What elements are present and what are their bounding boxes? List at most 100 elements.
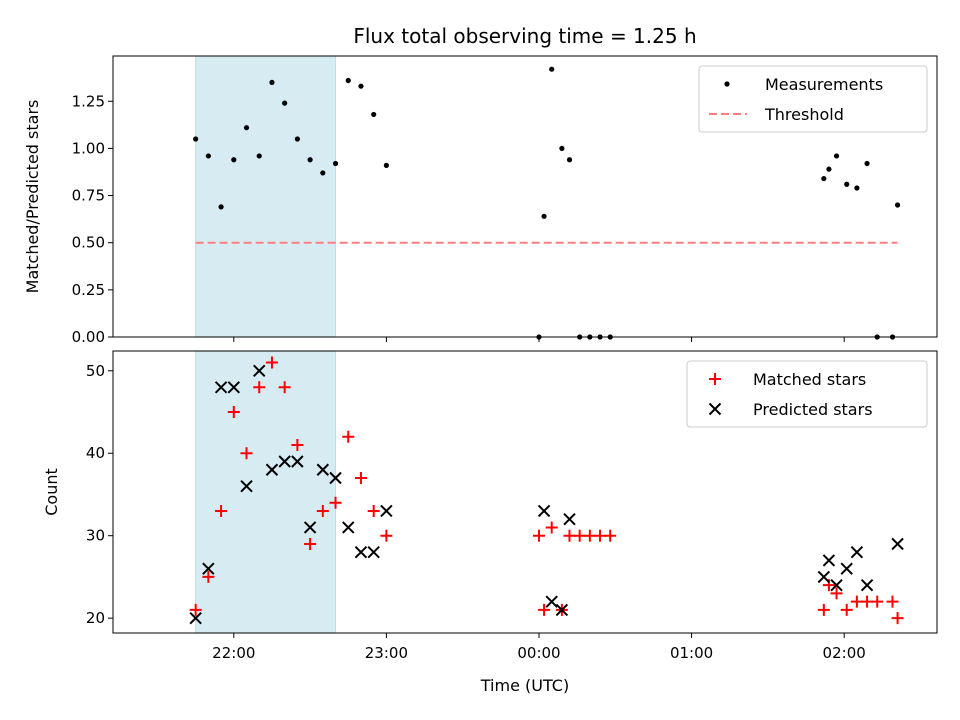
measurement-point	[821, 175, 827, 182]
matched-star-point	[304, 537, 317, 550]
measurement-point	[256, 153, 262, 159]
predicted-star-point	[265, 463, 279, 476]
y-tick-label: 20	[86, 609, 105, 627]
matched-star-point	[189, 603, 202, 616]
legend-label: Measurements	[765, 75, 883, 94]
predicted-star-point	[329, 471, 342, 485]
measurement-point	[307, 157, 313, 163]
count-legend: Matched stars Predicted stars	[686, 360, 928, 428]
measurement-point	[844, 181, 850, 187]
matched-star-point	[583, 529, 596, 542]
legend-box	[686, 360, 928, 428]
predicted-star-point	[850, 545, 864, 559]
measurement-point	[358, 83, 364, 89]
y-tick-label: 50	[86, 362, 105, 380]
predicted-star-point	[227, 381, 241, 394]
matched-star-point	[380, 529, 393, 542]
predicted-star-point	[891, 537, 904, 551]
measurement-point	[218, 204, 224, 210]
measurement-point	[371, 111, 377, 118]
matched-star-point	[886, 595, 899, 608]
measurement-point	[231, 157, 237, 163]
measurement-point	[320, 170, 326, 176]
chart-title: Flux total observing time = 1.25 h	[353, 24, 696, 48]
matched-star-point	[367, 504, 380, 517]
panel-ratio: 0.00 0.25 0.50 0.75 1.00 1.25 Matched/Predict…	[23, 55, 938, 346]
measurement-point	[864, 160, 870, 167]
matched-star-point	[861, 595, 874, 608]
x-tick-label: 22:00	[212, 644, 255, 662]
legend-label: Matched stars	[753, 370, 866, 389]
matched-star-point	[240, 447, 253, 460]
observing-window-shade	[195, 55, 337, 338]
time-axis-label: Time (UTC)	[480, 676, 569, 695]
matched-star-point	[840, 603, 853, 616]
matched-star-point	[227, 406, 240, 419]
panel-ratio-frame	[112, 55, 938, 338]
measurement-point	[549, 66, 555, 72]
predicted-star-point	[860, 578, 874, 592]
y-tick-label: 30	[86, 527, 105, 545]
matched-star-point	[202, 570, 215, 583]
y-tick-label: 1.00	[72, 139, 105, 157]
matched-star-point	[871, 595, 884, 608]
y-tick-label: 0.75	[72, 187, 105, 205]
matched-star-point	[278, 381, 291, 394]
predicted-star-point	[822, 554, 836, 567]
predicted-star-point	[214, 381, 228, 394]
predicted-star-point	[189, 611, 202, 625]
y-tick-label: 0.50	[72, 234, 105, 252]
panel-count: 20 30 40 50 22:00 23:00 00:00 01:00 02:00 Count…	[42, 350, 938, 662]
matched-star-point	[316, 504, 329, 517]
count-axis-label: Count	[42, 468, 61, 516]
x-tick-label: 02:00	[823, 644, 866, 662]
x-tick-label: 01:00	[670, 644, 713, 662]
predicted-star-point	[202, 562, 215, 575]
measurement-point	[854, 185, 860, 191]
matched-star-point	[291, 439, 304, 451]
matched-star-point	[594, 529, 607, 542]
measurement-point	[243, 125, 250, 131]
legend-label: Threshold	[764, 105, 844, 124]
ratio-axis-label: Matched/Predicted stars	[23, 100, 42, 294]
legend-measurement-swatch	[724, 81, 730, 87]
matched-star-point	[354, 471, 367, 484]
measurement-point	[559, 145, 565, 152]
predicted-star-point	[253, 364, 266, 377]
matched-star-point	[830, 587, 843, 600]
predicted-star-point	[367, 545, 380, 559]
legend-matched-swatch	[709, 373, 721, 385]
measurement-point	[193, 136, 199, 142]
legend-box	[698, 65, 928, 133]
matched-star-point	[265, 356, 278, 369]
predicted-star-point	[537, 504, 551, 518]
panel-count-frame	[112, 350, 938, 634]
measurement-point	[345, 77, 351, 84]
legend-label: Predicted stars	[753, 400, 873, 419]
matched-star-point	[604, 529, 617, 542]
matched-star-point	[817, 603, 830, 616]
matched-star-point	[215, 504, 228, 517]
measurement-point	[826, 166, 832, 172]
matched-star-point	[563, 529, 576, 542]
legend-predicted-swatch	[708, 402, 722, 416]
predicted-star-point	[840, 562, 853, 575]
observing-window-shade	[195, 350, 337, 634]
measurement-point	[205, 153, 211, 159]
predicted-star-point	[354, 545, 368, 559]
predicted-star-point	[278, 455, 291, 468]
predicted-star-point	[240, 480, 253, 493]
predicted-star-point	[563, 513, 576, 526]
predicted-star-point	[316, 463, 330, 476]
predicted-star-point	[555, 603, 569, 617]
predicted-star-point	[342, 521, 355, 534]
y-tick-label: 0.25	[72, 281, 105, 299]
measurement-point	[566, 157, 573, 163]
measurement-point	[541, 213, 547, 219]
measurement-point	[332, 160, 339, 167]
measurement-point	[294, 136, 300, 142]
matched-star-point	[329, 496, 342, 509]
measurement-point	[269, 79, 275, 86]
matched-star-point	[891, 612, 904, 625]
